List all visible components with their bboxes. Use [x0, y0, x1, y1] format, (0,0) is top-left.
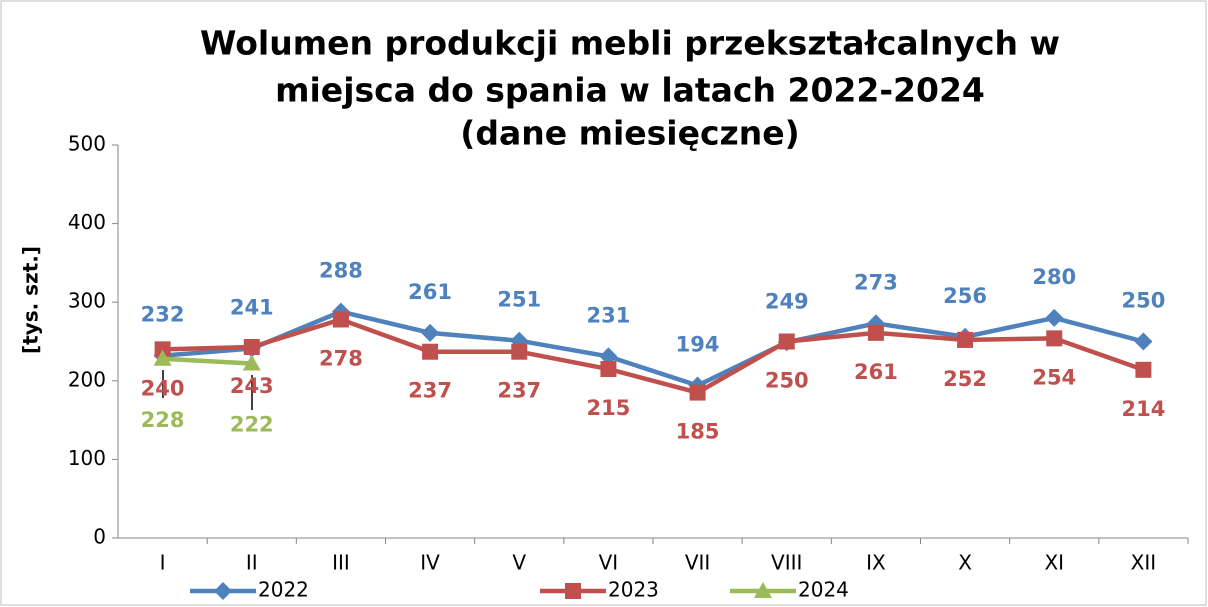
legend-label: 2024	[798, 578, 849, 602]
marker	[511, 343, 528, 360]
x-tick-label: III	[332, 551, 350, 575]
marker	[421, 323, 440, 342]
data-label: 254	[1032, 365, 1076, 389]
marker	[242, 354, 261, 371]
marker	[332, 311, 349, 328]
data-label: 240	[141, 376, 185, 400]
marker	[689, 384, 706, 401]
marker	[778, 333, 795, 350]
x-tick-label: I	[160, 551, 166, 575]
marker	[1134, 332, 1153, 351]
data-label: 273	[854, 270, 898, 294]
chart-title: miejsca do spania w latach 2022-2024	[275, 71, 985, 110]
y-tick-label: 400	[68, 210, 106, 234]
data-label: 215	[586, 396, 630, 420]
data-label: 194	[676, 333, 720, 357]
marker	[422, 343, 439, 360]
y-tick-label: 200	[68, 367, 106, 391]
marker	[1045, 308, 1064, 327]
x-tick-label: II	[246, 551, 258, 575]
marker	[153, 349, 172, 366]
data-label: 278	[319, 346, 363, 370]
x-tick-label: IX	[866, 551, 886, 575]
marker	[957, 331, 974, 348]
marker	[565, 583, 581, 599]
data-label: 231	[586, 303, 630, 327]
data-label: 222	[230, 413, 274, 437]
data-label: 261	[408, 280, 452, 304]
data-label: 243	[230, 374, 274, 398]
marker	[214, 582, 232, 600]
data-label: 214	[1121, 397, 1165, 421]
legend-label: 2022	[258, 578, 309, 602]
data-label: 237	[408, 379, 452, 403]
y-tick-label: 500	[68, 132, 106, 156]
y-tick-label: 0	[93, 525, 106, 549]
data-label: 252	[943, 367, 987, 391]
x-tick-label: V	[512, 551, 526, 575]
data-label: 249	[765, 289, 809, 313]
x-tick-label: VI	[599, 551, 619, 575]
data-label: 232	[141, 303, 185, 327]
x-tick-label: VII	[685, 551, 710, 575]
marker	[1046, 330, 1063, 347]
x-tick-label: XI	[1044, 551, 1064, 575]
series-line	[162, 309, 1144, 388]
data-label: 237	[497, 379, 541, 403]
data-label: 250	[1121, 289, 1165, 313]
data-label: 251	[497, 288, 541, 312]
series-line	[162, 356, 252, 366]
data-label: 280	[1032, 265, 1076, 289]
y-tick-label: 300	[68, 289, 106, 313]
marker	[599, 347, 618, 366]
data-label: 261	[854, 360, 898, 384]
data-label: 288	[319, 259, 363, 283]
x-tick-label: XII	[1131, 551, 1157, 575]
data-label: 228	[141, 408, 185, 432]
x-tick-label: IV	[420, 551, 440, 575]
y-tick-label: 100	[68, 446, 106, 470]
data-label: 256	[943, 284, 987, 308]
data-label: 185	[676, 420, 720, 444]
marker	[243, 339, 260, 356]
marker	[154, 341, 171, 358]
marker	[754, 582, 772, 598]
data-label: 250	[765, 369, 809, 393]
legend-label: 2023	[608, 578, 659, 602]
chart-title: Wolumen produkcji mebli przekształcalnyc…	[200, 24, 1060, 63]
data-label: 241	[230, 296, 274, 320]
x-tick-label: X	[958, 551, 972, 575]
marker	[1135, 361, 1152, 378]
y-axis-label: [tys. szt.]	[19, 246, 43, 354]
marker	[867, 324, 884, 341]
series-line	[162, 317, 1145, 396]
x-tick-label: VIII	[771, 551, 802, 575]
chart-title: (dane miesięczne)	[460, 114, 799, 153]
marker	[600, 361, 617, 378]
